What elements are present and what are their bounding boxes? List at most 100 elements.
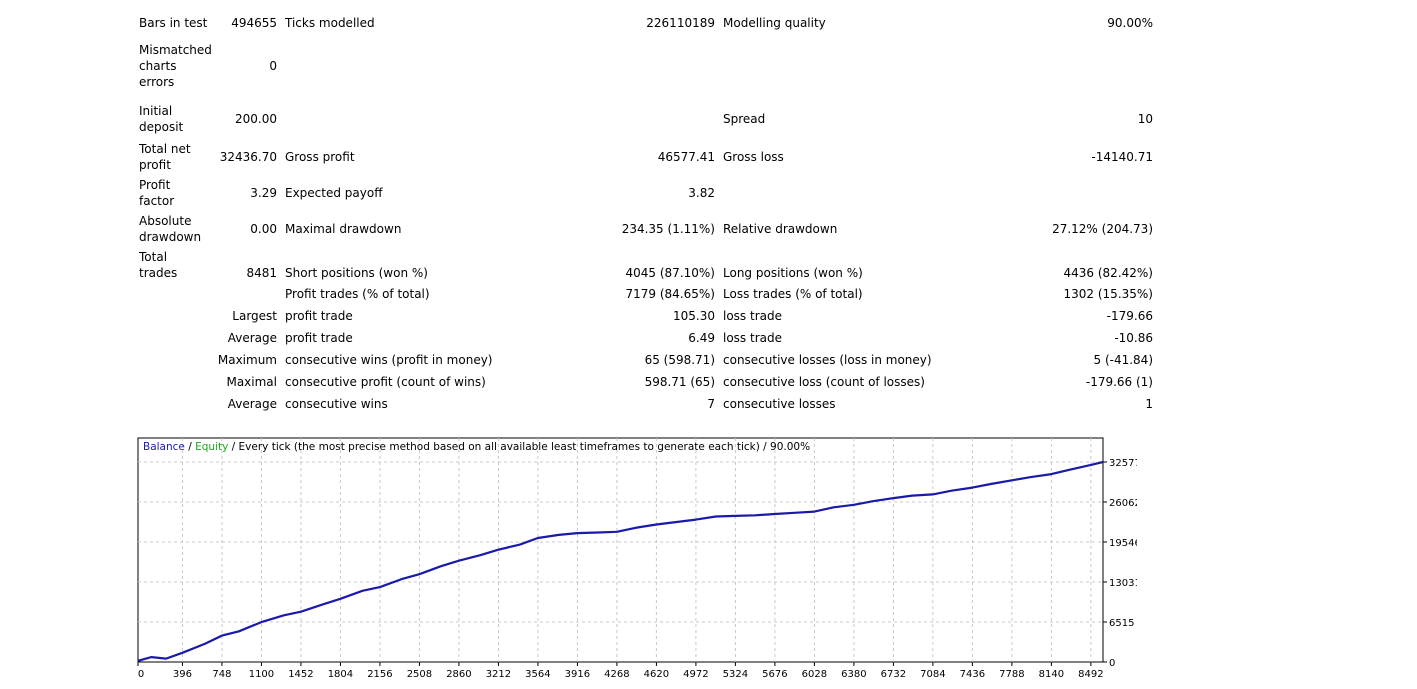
x-tick-label: 1452 bbox=[288, 669, 313, 680]
expected-payoff-label: Expected payoff bbox=[285, 186, 383, 200]
bars-in-test-value: 494655 bbox=[231, 16, 277, 30]
short-positions-value: 4045 (87.10%) bbox=[625, 266, 715, 280]
total-trades-label: Total trades bbox=[139, 250, 178, 280]
maximal-consec-profit-value: 598.71 (65) bbox=[644, 375, 715, 389]
largest-loss-value: -179.66 bbox=[1106, 309, 1153, 323]
ticks-modelled-label: Ticks modelled bbox=[285, 16, 375, 30]
profit-trades-value: 7179 (84.65%) bbox=[625, 287, 715, 301]
maximum-label: Maximum bbox=[217, 353, 277, 367]
x-tick-label: 3564 bbox=[525, 669, 550, 680]
x-tick-label: 0 bbox=[138, 669, 144, 680]
x-tick-label: 7436 bbox=[960, 669, 985, 680]
max-consec-wins-label: consecutive wins (profit in money) bbox=[285, 353, 493, 367]
loss-trades-value: 1302 (15.35%) bbox=[1063, 287, 1153, 301]
y-tick-label: 32577 bbox=[1109, 458, 1137, 469]
maximal-drawdown-value: 234.35 (1.11%) bbox=[621, 222, 715, 236]
x-tick-label: 6028 bbox=[802, 669, 827, 680]
largest-label: Largest bbox=[232, 309, 277, 323]
x-tick-label: 2508 bbox=[407, 669, 432, 680]
bars-in-test-label: Bars in test bbox=[139, 16, 208, 30]
row-profit-factor: Profit factor 3.29 Expected payoff 3.82 bbox=[135, 175, 1157, 211]
mismatched-label: Mismatched charts errors bbox=[139, 43, 212, 89]
relative-drawdown-value: 27.12% (204.73) bbox=[1052, 222, 1153, 236]
row-total-trades: Total trades 8481 Short positions (won %… bbox=[135, 247, 1157, 283]
report-table: Bars in test 494655 Ticks modelled 22611… bbox=[135, 13, 1157, 415]
absolute-drawdown-label: Absolute drawdown bbox=[139, 214, 202, 244]
avg-consec-losses-value: 1 bbox=[1145, 397, 1153, 411]
x-tick-label: 4620 bbox=[644, 669, 669, 680]
x-tick-label: 7084 bbox=[920, 669, 945, 680]
absolute-drawdown-value: 0.00 bbox=[250, 222, 277, 236]
modelling-quality-value: 90.00% bbox=[1107, 16, 1153, 30]
maximal-consec-profit-label: consecutive profit (count of wins) bbox=[285, 375, 486, 389]
long-positions-value: 4436 (82.42%) bbox=[1063, 266, 1153, 280]
row-deposit: Initial deposit 200.00 Spread 10 bbox=[135, 99, 1157, 139]
x-tick-label: 6732 bbox=[881, 669, 906, 680]
max-consec-losses-label: consecutive losses (loss in money) bbox=[723, 353, 932, 367]
chart-header: Balance / Equity / Every tick (the most … bbox=[143, 441, 810, 453]
x-tick-label: 5676 bbox=[762, 669, 787, 680]
gross-profit-value: 46577.41 bbox=[657, 150, 715, 164]
x-tick-label: 7788 bbox=[999, 669, 1024, 680]
average-profit-label: profit trade bbox=[285, 331, 353, 345]
avg-consec-wins-label: consecutive wins bbox=[285, 397, 388, 411]
y-tick-label: 19546 bbox=[1109, 538, 1137, 549]
profit-trades-label: Profit trades (% of total) bbox=[285, 287, 430, 301]
gross-loss-label: Gross loss bbox=[723, 150, 784, 164]
profit-factor-value: 3.29 bbox=[250, 186, 277, 200]
total-trades-value: 8481 bbox=[246, 266, 277, 280]
max-consec-wins-value: 65 (598.71) bbox=[644, 353, 715, 367]
x-tick-label: 396 bbox=[173, 669, 192, 680]
row-net-profit: Total net profit 32436.70 Gross profit 4… bbox=[135, 139, 1157, 175]
relative-drawdown-label: Relative drawdown bbox=[723, 222, 838, 236]
short-positions-label: Short positions (won %) bbox=[285, 266, 428, 280]
ticks-modelled-value: 226110189 bbox=[646, 16, 715, 30]
row-average: Average profit trade 6.49 loss trade -10… bbox=[135, 327, 1157, 349]
row-drawdown: Absolute drawdown 0.00 Maximal drawdown … bbox=[135, 211, 1157, 247]
modelling-quality-label: Modelling quality bbox=[723, 16, 826, 30]
x-tick-label: 4972 bbox=[683, 669, 708, 680]
spread-value: 10 bbox=[1137, 112, 1153, 126]
mismatched-value: 0 bbox=[269, 59, 277, 73]
chart-header-balance: Balance bbox=[143, 441, 185, 453]
row-maximal: Maximal consecutive profit (count of win… bbox=[135, 371, 1157, 393]
max-consec-losses-value: 5 (-41.84) bbox=[1093, 353, 1154, 367]
avg-consec-wins-value: 7 bbox=[707, 397, 715, 411]
x-tick-label: 1100 bbox=[249, 669, 274, 680]
initial-deposit-value: 200.00 bbox=[235, 112, 277, 126]
x-tick-label: 8140 bbox=[1039, 669, 1064, 680]
x-tick-label: 5324 bbox=[723, 669, 748, 680]
plot-frame bbox=[137, 437, 1104, 663]
largest-loss-label: loss trade bbox=[723, 309, 782, 323]
chart-header-equity: Equity bbox=[195, 441, 229, 453]
chart-header-rest: / Every tick (the most precise method ba… bbox=[228, 441, 811, 453]
x-tick-label: 3916 bbox=[565, 669, 590, 680]
y-tick-label: 6515 bbox=[1109, 618, 1134, 629]
expected-payoff-value: 3.82 bbox=[688, 186, 715, 200]
y-tick-label: 0 bbox=[1109, 658, 1115, 669]
x-tick-label: 2156 bbox=[367, 669, 392, 680]
spread-label: Spread bbox=[723, 112, 766, 126]
gross-loss-value: -14140.71 bbox=[1091, 150, 1153, 164]
row-largest: Largest profit trade 105.30 loss trade -… bbox=[135, 305, 1157, 327]
row-average-consec: Average consecutive wins 7 consecutive l… bbox=[135, 393, 1157, 415]
average2-label: Average bbox=[227, 397, 277, 411]
gross-profit-label: Gross profit bbox=[285, 150, 355, 164]
loss-trades-label: Loss trades (% of total) bbox=[723, 287, 863, 301]
avg-consec-losses-label: consecutive losses bbox=[723, 397, 836, 411]
long-positions-label: Long positions (won %) bbox=[723, 266, 863, 280]
x-tick-label: 6380 bbox=[841, 669, 866, 680]
largest-profit-value: 105.30 bbox=[673, 309, 715, 323]
average-profit-value: 6.49 bbox=[688, 331, 715, 345]
largest-profit-label: profit trade bbox=[285, 309, 353, 323]
maximal-consec-loss-label: consecutive loss (count of losses) bbox=[723, 375, 925, 389]
x-tick-label: 8492 bbox=[1078, 669, 1103, 680]
row-bars: Bars in test 494655 Ticks modelled 22611… bbox=[135, 13, 1157, 33]
row-maximum: Maximum consecutive wins (profit in mone… bbox=[135, 349, 1157, 371]
average-loss-value: -10.86 bbox=[1114, 331, 1153, 345]
average-label: Average bbox=[227, 331, 277, 345]
profit-factor-label: Profit factor bbox=[139, 178, 175, 208]
